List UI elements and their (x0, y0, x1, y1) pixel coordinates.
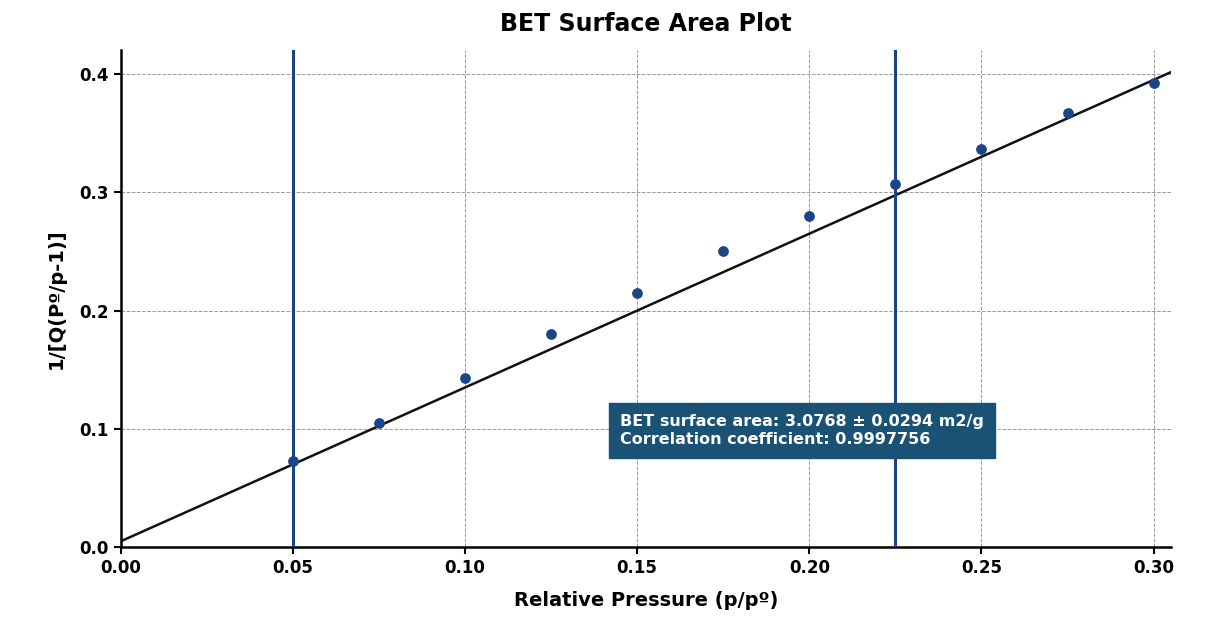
Point (542, 329, 561, 339)
Point (972, 143, 991, 153)
Point (713, 247, 733, 257)
Text: BET surface area: 3.0768 ± 0.0294 m2/g
Correlation coefficient: 0.9997756: BET surface area: 3.0768 ± 0.0294 m2/g C… (620, 415, 984, 447)
Point (455, 373, 474, 383)
Point (1144, 79, 1164, 89)
Point (886, 179, 905, 189)
Point (1057, 108, 1077, 118)
Title: BET Surface Area Plot: BET Surface Area Plot (500, 12, 792, 36)
X-axis label: Relative Pressure (p/pº): Relative Pressure (p/pº) (513, 591, 779, 610)
Point (799, 211, 818, 221)
Point (284, 456, 303, 466)
Point (369, 418, 389, 428)
Y-axis label: 1/[Q(Pº/p-1)]: 1/[Q(Pº/p-1)] (47, 228, 65, 369)
Point (628, 288, 647, 298)
